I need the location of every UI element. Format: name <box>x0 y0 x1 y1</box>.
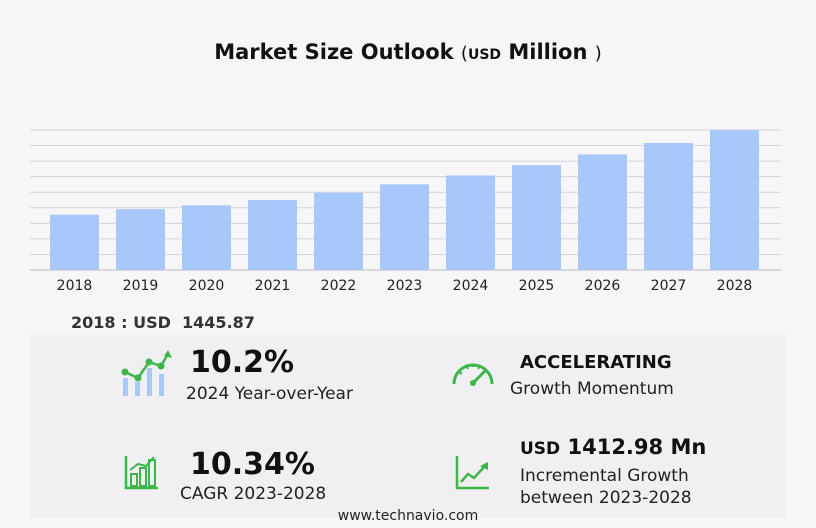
incremental-value: 1412.98 Mn <box>567 435 707 459</box>
x-tick-label: 2024 <box>453 278 489 294</box>
x-tick-label: 2028 <box>717 278 753 294</box>
incremental-currency: USD <box>520 439 561 459</box>
cagr-value: 10.34% <box>190 447 315 482</box>
bar-2026 <box>578 154 627 270</box>
growth-chart-icon <box>121 350 172 396</box>
trend-line-icon <box>455 456 489 490</box>
base-year-value: 2018 : USD 1445.87 <box>71 313 255 332</box>
x-tick-label: 2026 <box>585 278 621 294</box>
yoy-label: 2024 Year-over-Year <box>186 384 353 404</box>
base-year: 2018 <box>71 313 116 332</box>
bar-2028 <box>710 130 759 270</box>
incremental-label-1: Incremental Growth <box>520 466 689 486</box>
base-sep: : <box>121 313 128 332</box>
bar-2021 <box>248 200 297 270</box>
bar-chart-icon <box>124 456 158 490</box>
bar-2023 <box>380 184 429 270</box>
x-tick-label: 2022 <box>321 278 357 294</box>
cagr-label: CAGR 2023-2028 <box>180 484 327 504</box>
x-tick-label: 2019 <box>123 278 159 294</box>
chart-title-open-paren: ( <box>460 43 468 64</box>
yoy-value: 10.2% <box>190 345 295 380</box>
momentum-label: Growth Momentum <box>510 379 674 399</box>
speedometer-icon <box>452 363 494 386</box>
bar-2018 <box>50 214 99 270</box>
chart-title-unit: USD <box>467 47 502 63</box>
x-tick-label: 2018 <box>57 278 93 294</box>
momentum-value: ACCELERATING <box>520 352 672 373</box>
incremental-value-line: USD 1412.98 Mn <box>520 435 706 459</box>
chart-title-main: Market Size Outlook <box>214 40 454 64</box>
x-tick-label: 2027 <box>651 278 687 294</box>
bar-chart: 2018 2019 2020 2021 2022 2023 2024 2025 2026 2027… <box>30 129 781 294</box>
x-tick-label: 2020 <box>189 278 225 294</box>
bar-2019 <box>116 209 165 270</box>
footer-url: www.technavio.com <box>337 508 479 524</box>
base-amount: 1445.87 <box>182 313 255 332</box>
chart-title: Market Size Outlook (USD Million ) <box>0 40 816 64</box>
x-tick-label: 2021 <box>255 278 291 294</box>
bar-2027 <box>644 143 693 270</box>
bar-2024 <box>446 175 495 270</box>
chart-title-close-paren: ) <box>594 43 602 64</box>
x-tick-label: 2025 <box>519 278 555 294</box>
chart-title-unit-word: Million <box>508 40 588 64</box>
incremental-label-2: between 2023-2028 <box>520 488 692 508</box>
base-currency: USD <box>133 313 171 332</box>
bar-2022 <box>314 192 363 270</box>
bar-2025 <box>512 165 561 270</box>
x-tick-label: 2023 <box>387 278 423 294</box>
bar-2020 <box>182 205 231 270</box>
